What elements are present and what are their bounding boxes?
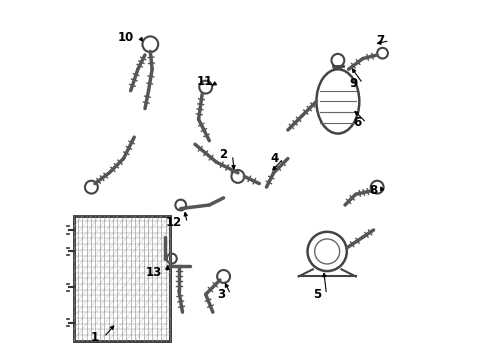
Text: 9: 9 xyxy=(349,77,358,90)
Text: 10: 10 xyxy=(118,31,134,44)
Text: 7: 7 xyxy=(376,34,384,47)
Text: 6: 6 xyxy=(353,116,361,129)
Text: 2: 2 xyxy=(219,148,227,162)
Bar xyxy=(74,216,170,341)
Bar xyxy=(74,216,170,341)
Text: 11: 11 xyxy=(196,75,213,88)
Text: 3: 3 xyxy=(217,288,225,301)
Text: 8: 8 xyxy=(369,184,377,197)
Text: 4: 4 xyxy=(270,152,278,165)
Text: 13: 13 xyxy=(146,266,162,279)
Text: 12: 12 xyxy=(166,216,182,229)
Text: 1: 1 xyxy=(91,331,98,344)
Text: 5: 5 xyxy=(313,288,321,301)
